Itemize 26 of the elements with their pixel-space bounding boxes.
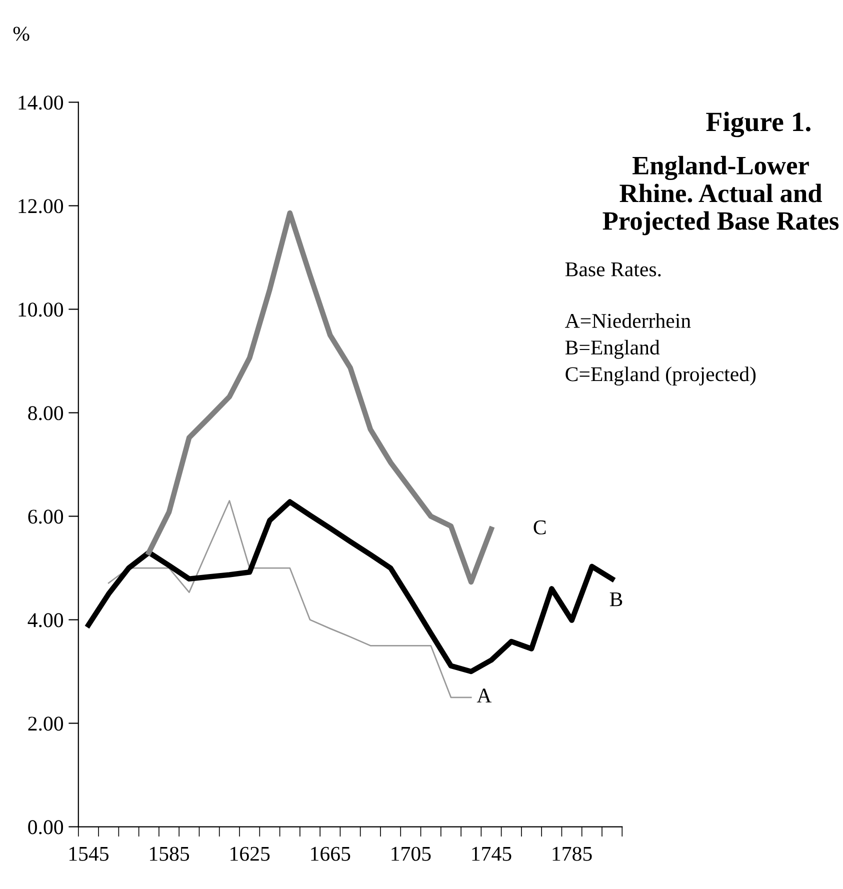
x-tick-label: 1705 xyxy=(392,846,431,861)
y-tick-label: 14.00 xyxy=(18,96,64,110)
text: Figure 1. xyxy=(706,112,810,138)
x-tick-label: 1585 xyxy=(150,846,190,861)
y-tick-label: 4.00 xyxy=(28,613,64,628)
y-tick-label: 0.00 xyxy=(28,820,64,834)
y-axis-title: % xyxy=(13,26,30,41)
text: C xyxy=(534,520,546,534)
annotation: C=England (projected) xyxy=(566,366,756,386)
y-tick-label: 10.00 xyxy=(18,302,64,317)
y-tick-label: 2.00 xyxy=(28,716,64,731)
y-tick-label: 8.00 xyxy=(28,406,64,420)
series-label: B xyxy=(610,592,622,606)
y-tick-label: 6.00 xyxy=(28,510,64,524)
x-tick-label: 1545 xyxy=(69,846,108,861)
x-tick-label: 1785 xyxy=(552,846,592,861)
line-series xyxy=(108,500,472,698)
x-tick-label: 1745 xyxy=(472,846,512,861)
series-label: A xyxy=(476,688,492,702)
annotation: B=England xyxy=(565,340,660,359)
annotation: Base Rates. xyxy=(565,262,661,276)
text: England-Lower Rhine. Actual and Projected Base Rates xyxy=(602,156,839,236)
x-tick-label: 1625 xyxy=(230,846,270,861)
x-tick-label: 1665 xyxy=(311,846,350,861)
annotation: A=Niederrhein xyxy=(565,313,691,328)
y-tick-label: 12.00 xyxy=(18,199,64,214)
